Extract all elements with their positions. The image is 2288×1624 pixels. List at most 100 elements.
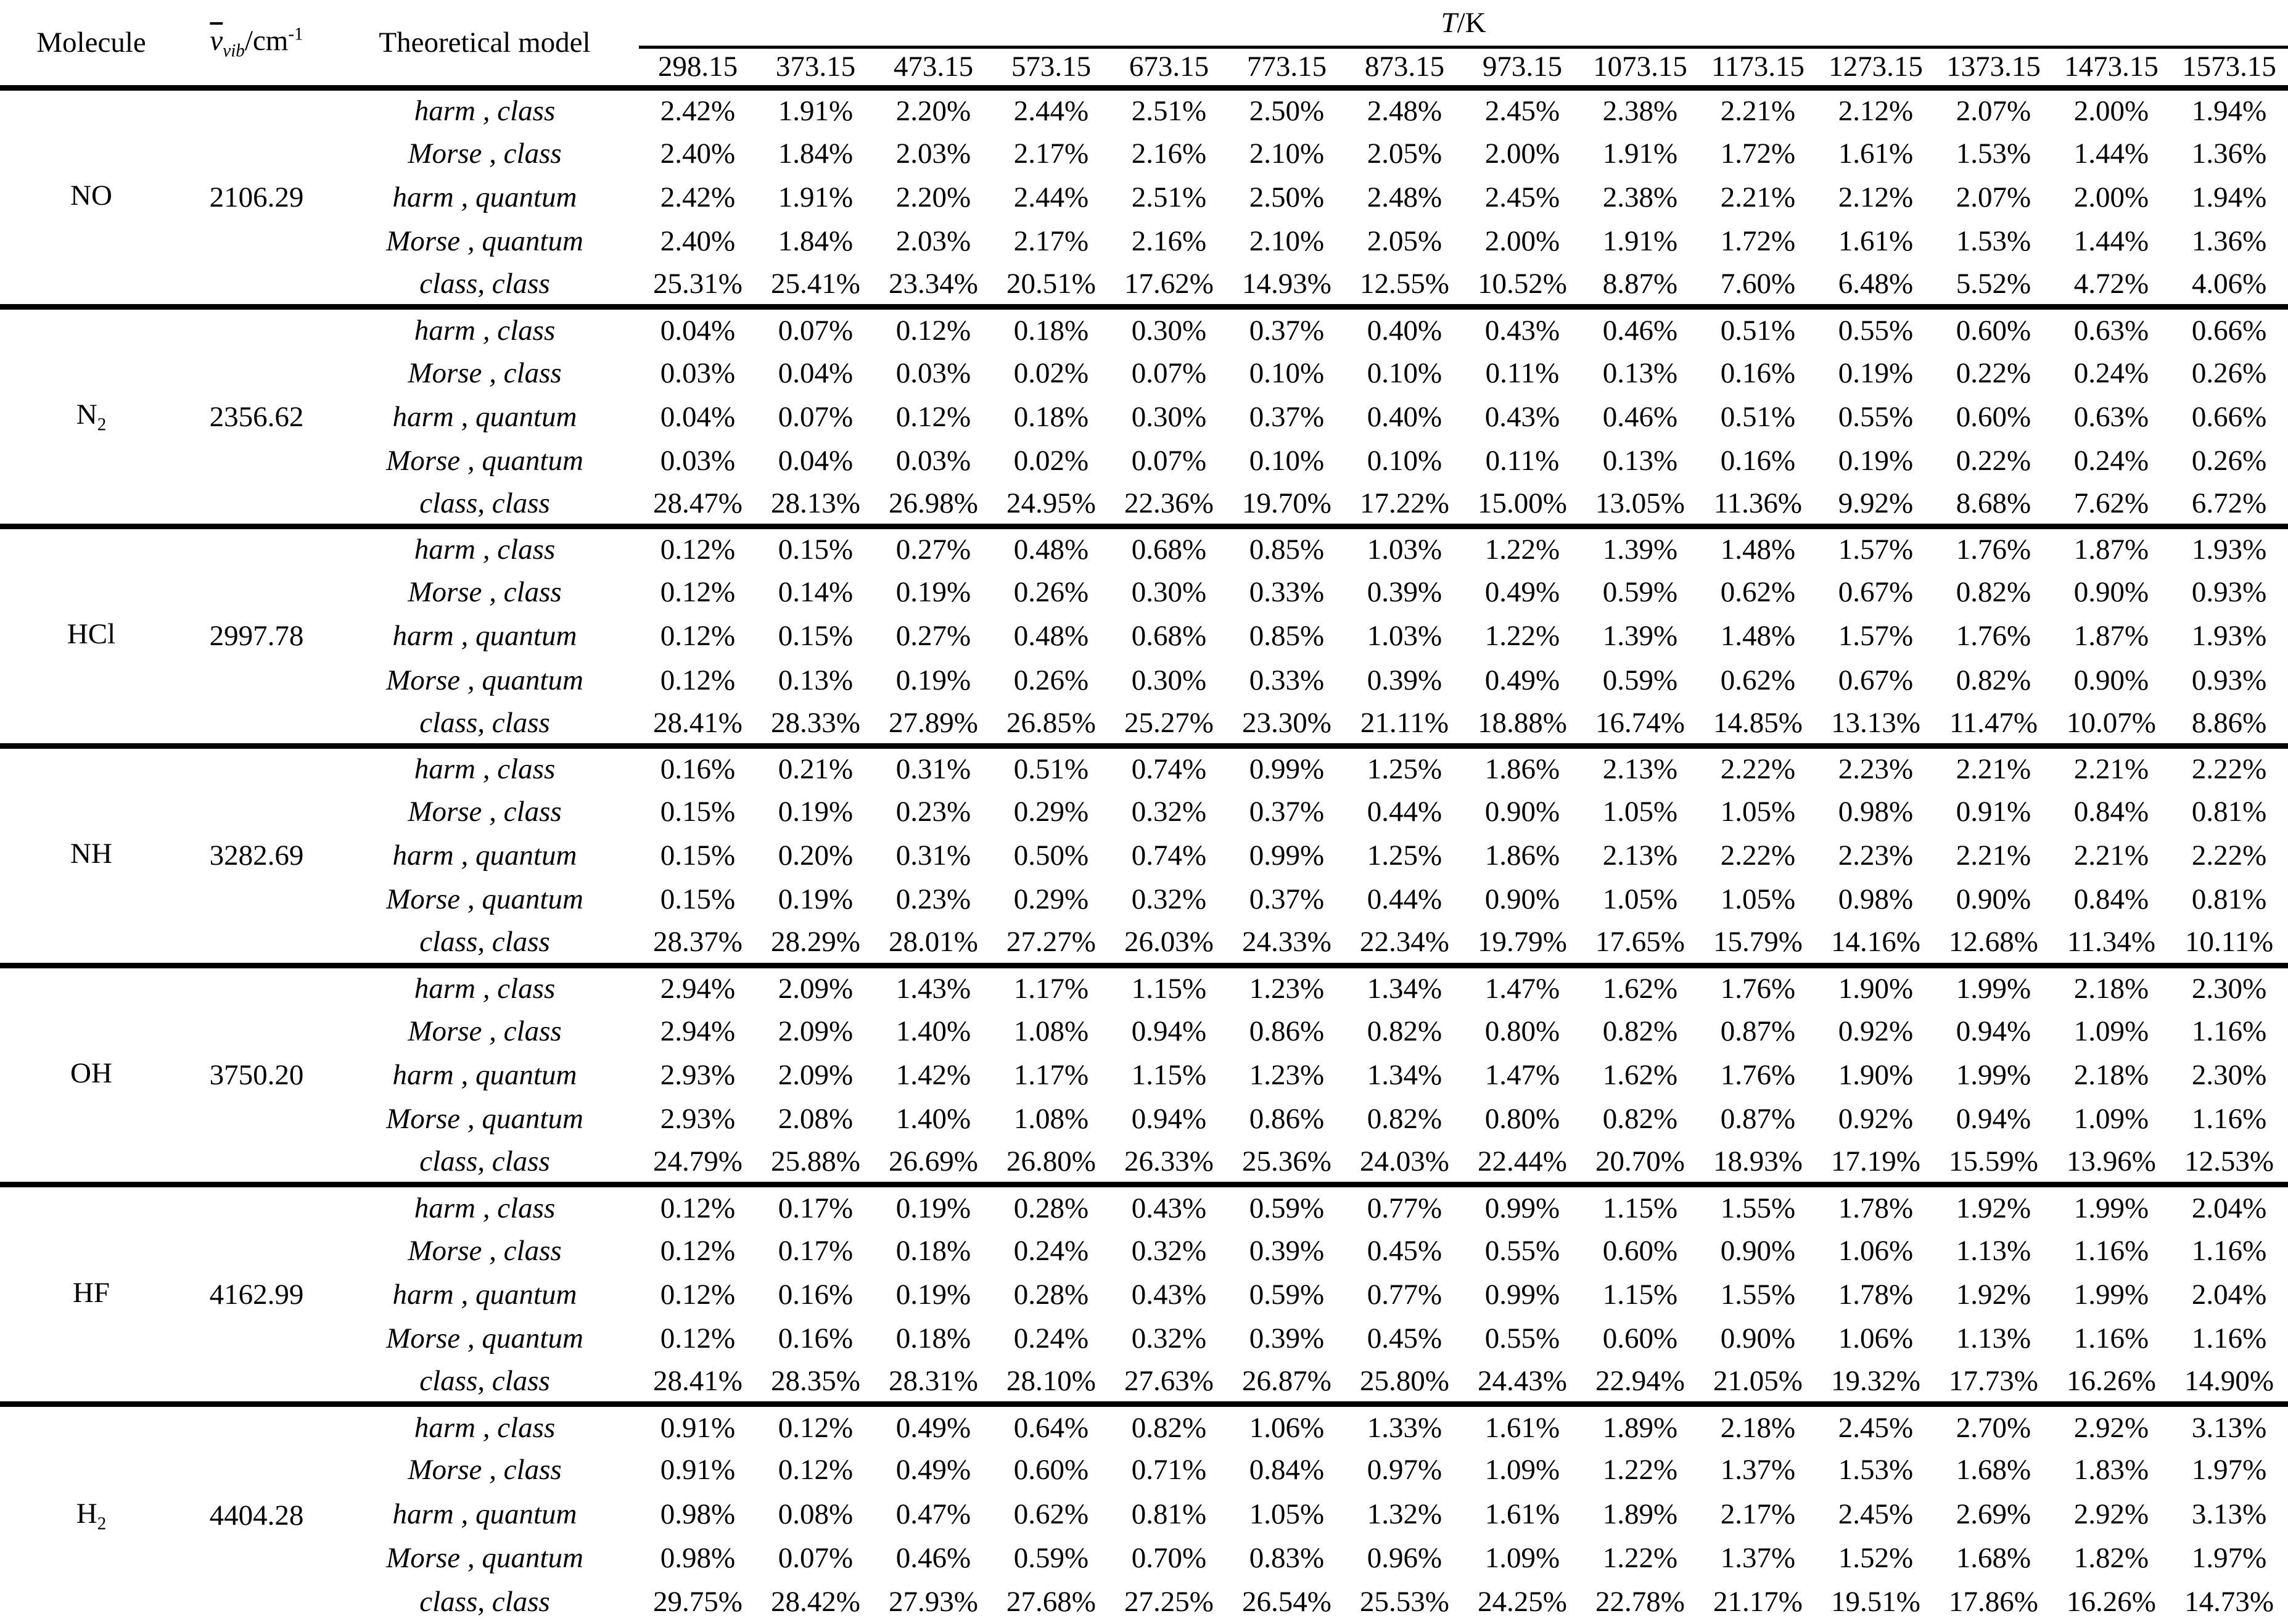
- value-cell: 12.53%: [2184, 1145, 2274, 1178]
- value-cell: 1.39%: [1602, 620, 1678, 653]
- value-cell: 0.14%: [778, 576, 854, 609]
- value-cell: 26.03%: [1124, 926, 1214, 958]
- value-cell: 25.53%: [1360, 1586, 1449, 1618]
- molecule-name: H: [76, 1497, 97, 1530]
- value-cell: 0.13%: [1602, 444, 1678, 477]
- value-cell: 1.44%: [2073, 137, 2149, 170]
- model-label: class, class: [419, 706, 550, 739]
- value-cell: 0.80%: [1484, 1103, 1560, 1136]
- value-cell: 10.52%: [1478, 267, 1567, 300]
- value-cell: 25.27%: [1124, 706, 1214, 739]
- frequency-cell: 3750.20: [183, 962, 331, 1185]
- value-cell: 17.86%: [1949, 1586, 2038, 1618]
- table-row: harm , quantum 2.42% 1.91% 2.20% 2.44% 2.51% 2…: [0, 175, 2288, 219]
- value-cell: 8.86%: [2191, 706, 2267, 739]
- value-cell: 25.80%: [1360, 1364, 1449, 1397]
- value-cell: 0.63%: [2073, 400, 2149, 433]
- value-cell: 1.03%: [1367, 620, 1442, 653]
- value-cell: 18.93%: [1713, 1145, 1803, 1178]
- value-cell: 1.91%: [1602, 137, 1678, 170]
- value-cell: 2.69%: [1956, 1498, 2031, 1530]
- value-cell: 1.89%: [1581, 1401, 1699, 1448]
- value-cell: 0.17%: [778, 1234, 854, 1267]
- value-cell: 0.12%: [639, 524, 757, 571]
- value-cell: 0.46%: [1602, 400, 1678, 433]
- value-cell: 0.16%: [1720, 357, 1796, 389]
- value-cell: 0.82%: [1110, 1401, 1228, 1448]
- value-cell: 0.59%: [1228, 1182, 1346, 1229]
- value-cell: 13.05%: [1595, 487, 1685, 519]
- value-cell: 0.40%: [1367, 400, 1442, 433]
- value-cell: 28.37%: [653, 926, 743, 958]
- header-row-top: Molecule vvib/cm-1 Theoretical model T/K: [0, 0, 2288, 91]
- model-label: Morse , quantum: [386, 225, 583, 258]
- value-cell: 0.81%: [2191, 796, 2267, 828]
- frequency-cell: 4162.99: [183, 1182, 331, 1404]
- value-cell: 0.37%: [1228, 304, 1346, 351]
- temperature-unit: /K: [1457, 6, 1486, 39]
- value-cell: 2.13%: [1602, 839, 1678, 872]
- value-cell: 6.48%: [1838, 267, 1914, 300]
- value-cell: 0.37%: [1249, 400, 1325, 433]
- value-cell: 1.06%: [1228, 1401, 1346, 1448]
- value-cell: 2.45%: [1838, 1498, 1914, 1530]
- value-cell: 0.99%: [1484, 1278, 1560, 1311]
- value-cell: 0.90%: [1720, 1234, 1796, 1267]
- value-cell: 27.89%: [889, 706, 978, 739]
- value-cell: 0.16%: [778, 1278, 854, 1311]
- value-cell: 1.15%: [1602, 1278, 1678, 1311]
- value-cell: 2.93%: [660, 1103, 736, 1136]
- value-cell: 22.34%: [1360, 926, 1449, 958]
- value-cell: 0.39%: [1249, 1234, 1325, 1267]
- model-label: harm , class: [331, 1182, 639, 1229]
- value-cell: 0.12%: [660, 664, 736, 696]
- temperature-group-header: T/K: [639, 0, 2288, 49]
- table-row: harm , quantum 0.12% 0.16% 0.19% 0.28% 0.43% 0…: [0, 1272, 2288, 1316]
- value-cell: 2.45%: [1817, 1401, 1935, 1448]
- value-cell: 0.10%: [1367, 357, 1442, 389]
- value-cell: 16.74%: [1595, 706, 1685, 739]
- value-cell: 2.38%: [1602, 181, 1678, 213]
- value-cell: 1.84%: [778, 137, 854, 170]
- value-cell: 2.23%: [1817, 743, 1935, 790]
- value-cell: 0.12%: [757, 1401, 874, 1448]
- value-cell: 2.30%: [2170, 962, 2288, 1010]
- value-cell: 0.18%: [895, 1234, 971, 1267]
- table-row: Morse , quantum 0.15% 0.19% 0.23% 0.29% 0.32%…: [0, 878, 2288, 921]
- model-label: Morse , quantum: [386, 1103, 583, 1136]
- value-cell: 2.94%: [660, 1015, 736, 1047]
- value-cell: 0.82%: [1602, 1103, 1678, 1136]
- table-row: Morse , quantum 2.93% 2.08% 1.40% 1.08% 0.94%…: [0, 1097, 2288, 1141]
- value-cell: 14.93%: [1242, 267, 1331, 300]
- value-cell: 0.04%: [778, 357, 854, 389]
- value-cell: 0.90%: [1484, 796, 1560, 828]
- value-cell: 0.21%: [757, 743, 874, 790]
- value-cell: 1.08%: [1013, 1103, 1089, 1136]
- value-cell: 2.21%: [1720, 181, 1796, 213]
- value-cell: 2.18%: [1699, 1401, 1817, 1448]
- value-cell: 1.15%: [1110, 962, 1228, 1010]
- value-cell: 2.20%: [895, 181, 971, 213]
- value-cell: 0.59%: [1013, 1541, 1089, 1574]
- value-cell: 0.10%: [1249, 357, 1325, 389]
- value-cell: 0.23%: [895, 796, 971, 828]
- value-cell: 2.94%: [639, 962, 757, 1010]
- value-cell: 0.19%: [778, 796, 854, 828]
- value-cell: 0.19%: [895, 1278, 971, 1311]
- value-cell: 1.22%: [1602, 1541, 1678, 1574]
- value-cell: 0.26%: [2191, 357, 2267, 389]
- value-cell: 24.79%: [653, 1145, 743, 1178]
- value-cell: 25.36%: [1242, 1145, 1331, 1178]
- value-cell: 0.30%: [1110, 304, 1228, 351]
- value-cell: 0.82%: [1367, 1103, 1442, 1136]
- value-cell: 1.16%: [2191, 1103, 2267, 1136]
- value-cell: 0.40%: [1346, 304, 1463, 351]
- value-cell: 0.49%: [874, 1401, 992, 1448]
- molecule-name: HCl: [67, 618, 116, 651]
- value-cell: 1.47%: [1484, 1059, 1560, 1092]
- table-row: Morse , quantum 2.40% 1.84% 2.03% 2.17% 2.16%…: [0, 219, 2288, 263]
- value-cell: 0.74%: [1110, 743, 1228, 790]
- model-label: Morse , class: [408, 1015, 562, 1047]
- table-row: harm , quantum 2.93% 2.09% 1.42% 1.17% 1.15% 1…: [0, 1053, 2288, 1097]
- value-cell: 0.63%: [2052, 304, 2170, 351]
